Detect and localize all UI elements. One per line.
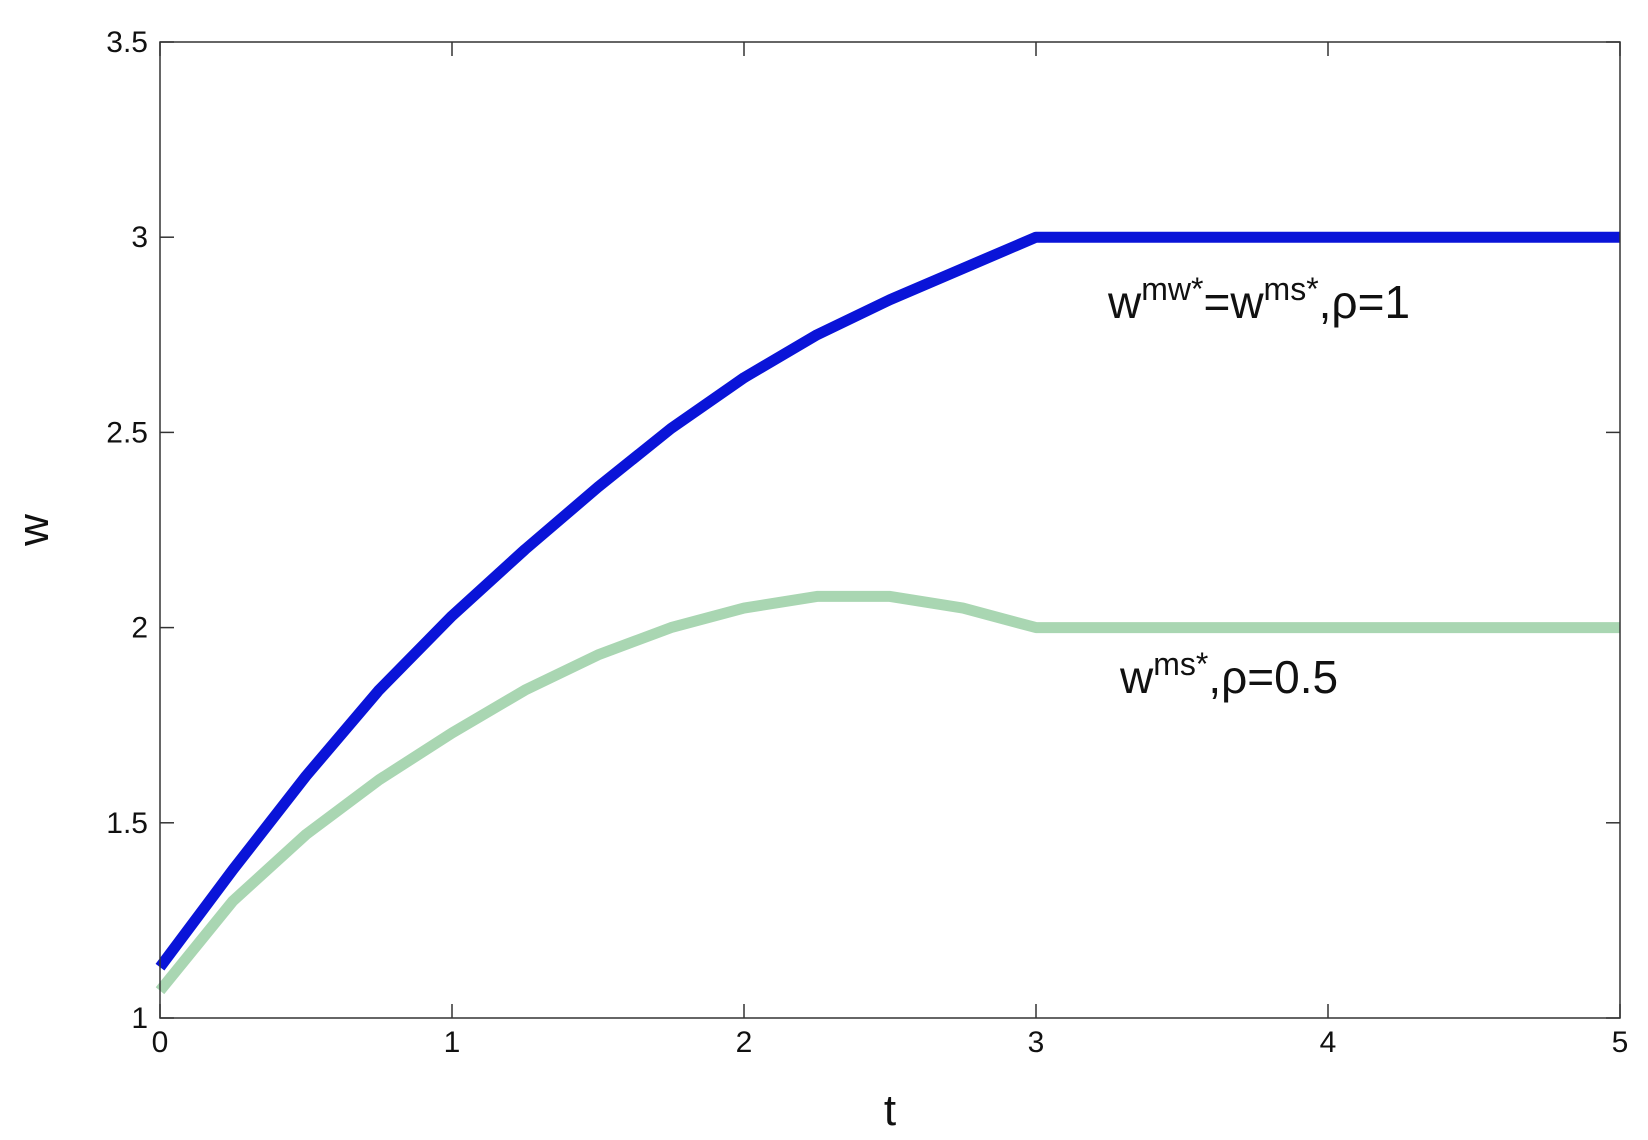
y-tick-label: 3.5: [106, 26, 148, 59]
y-tick-label: 1.5: [106, 807, 148, 840]
annotation: wmw*=wms*,ρ=1: [1107, 271, 1410, 328]
series-line: [155, 590, 1620, 995]
y-tick-label: 1: [131, 1002, 148, 1035]
annotation-text: w: [1107, 276, 1142, 328]
annotation-superscript: ms*: [1153, 646, 1208, 682]
annotation-superscript: ms*: [1264, 271, 1319, 307]
series-line: [155, 231, 1620, 971]
y-tick-label: 2.5: [106, 416, 148, 449]
annotation-text: ,ρ=1: [1319, 276, 1410, 328]
x-tick-label: 1: [444, 1026, 461, 1059]
annotation-text: =w: [1203, 276, 1264, 328]
y-tick-label: 2: [131, 612, 148, 645]
annotation-text: w: [1119, 651, 1154, 703]
x-tick-label: 2: [736, 1026, 753, 1059]
plot-frame: [159, 41, 1621, 1019]
x-tick-label: 5: [1612, 1026, 1629, 1059]
x-tick-label: 4: [1320, 1026, 1337, 1059]
annotation-text: ,ρ=0.5: [1208, 651, 1338, 703]
x-tick-label: 3: [1028, 1026, 1045, 1059]
x-axis-label: t: [884, 1086, 896, 1135]
y-axis-label: w: [9, 514, 58, 547]
x-tick-label: 0: [152, 1026, 169, 1059]
y-tick-label: 3: [131, 221, 148, 254]
annotation: wms*,ρ=0.5: [1119, 646, 1338, 703]
annotation-superscript: mw*: [1141, 271, 1203, 307]
